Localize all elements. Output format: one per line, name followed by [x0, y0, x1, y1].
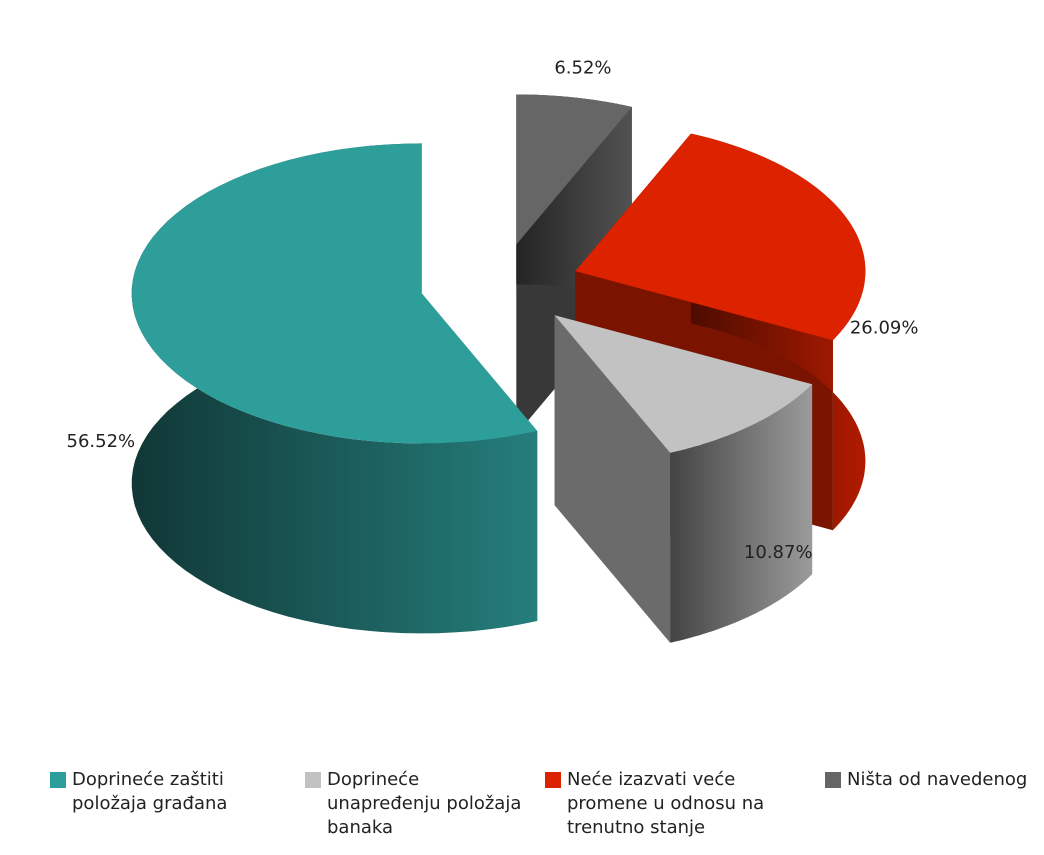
data-label: 56.52% [67, 431, 136, 452]
legend: Doprineće zaštiti položaja građana Doprin… [50, 768, 1044, 840]
pie-area: 56.52% 10.87% 26.09% 6.52% [67, 58, 919, 643]
legend-label: Doprineće unapređenju položaja banaka [327, 769, 522, 838]
legend-item: Neće izazvati veće promene u odnosu na t… [545, 768, 807, 840]
data-label: 6.52% [554, 58, 611, 79]
slice-side [670, 384, 813, 643]
legend-swatch [545, 772, 561, 788]
legend-item: Ništa od navedenog [825, 768, 1044, 840]
slice-top [554, 315, 813, 453]
slice-top [131, 143, 538, 444]
slice-top [516, 94, 632, 245]
legend-item: Doprineće unapređenju položaja banaka [305, 768, 527, 840]
legend-swatch [50, 772, 66, 788]
legend-item: Doprineće zaštiti položaja građana [50, 768, 287, 840]
legend-label: Ništa od navedenog [847, 769, 1028, 790]
legend-swatch [825, 772, 841, 788]
legend-label: Neće izazvati veće promene u odnosu na t… [567, 769, 765, 838]
legend-label: Doprineće zaštiti položaja građana [72, 769, 228, 814]
legend-swatch [305, 772, 321, 788]
data-label: 10.87% [744, 542, 813, 563]
slice-top [575, 133, 866, 341]
data-label: 26.09% [850, 317, 919, 338]
